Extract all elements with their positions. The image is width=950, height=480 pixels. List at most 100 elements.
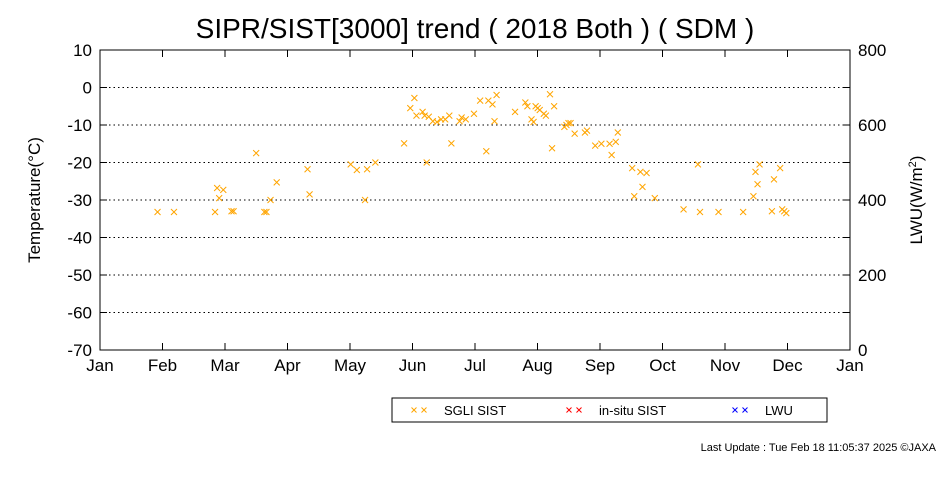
data-point <box>637 168 644 176</box>
y2-tick-label: 400 <box>858 191 886 210</box>
y2-tick-label: 0 <box>858 341 867 360</box>
data-point <box>768 207 776 215</box>
data-point <box>524 102 531 110</box>
data-point <box>550 102 558 110</box>
data-point <box>462 116 470 123</box>
legend-marker <box>411 407 417 413</box>
data-point <box>694 161 702 168</box>
legend-label: SGLI SIST <box>444 403 506 418</box>
data-point <box>261 208 268 216</box>
y-axis-left: 10 0 -10 -20 -30 -40 -50 -60 -70 <box>67 41 850 360</box>
legend-marker <box>566 407 572 413</box>
legend-marker <box>421 407 427 413</box>
data-point <box>782 209 790 217</box>
data-point <box>752 168 759 176</box>
legend-label: in-situ SIST <box>599 403 666 418</box>
data-point <box>598 140 605 148</box>
data-point <box>530 118 537 126</box>
data-point <box>371 159 379 166</box>
x-tick-label: Jul <box>464 356 486 375</box>
data-point <box>267 196 274 204</box>
data-point <box>304 165 311 173</box>
data-point <box>571 130 579 137</box>
x-axis: Jan Feb Mar Apr May Jun Jul Aug Sep Oct Nov Dec Jan <box>86 50 864 375</box>
data-point <box>421 112 429 119</box>
y2-axis-label-end: ) <box>907 156 926 162</box>
data-point <box>363 165 371 173</box>
data-point <box>413 112 420 119</box>
data-point <box>591 142 599 149</box>
data-point <box>546 90 554 98</box>
x-tick-label: Dec <box>772 356 803 375</box>
x-tick-label: Oct <box>649 356 676 375</box>
data-point <box>423 159 431 166</box>
x-tick-label: Feb <box>148 356 177 375</box>
x-tick-label: Nov <box>710 356 741 375</box>
data-point <box>548 144 556 152</box>
data-point <box>306 191 313 198</box>
data-point <box>715 208 722 216</box>
y-tick-label: -20 <box>67 154 92 173</box>
data-point <box>754 180 761 188</box>
data-point <box>456 117 463 125</box>
data-point <box>406 104 414 112</box>
data-point <box>263 208 270 216</box>
x-tick-label: Apr <box>274 356 301 375</box>
data-point <box>542 112 550 119</box>
y2-axis-label-sup: 2 <box>907 161 919 167</box>
data-point <box>400 140 408 147</box>
data-point <box>651 194 659 202</box>
y2-tick-label: 800 <box>858 41 886 60</box>
data-point <box>680 206 687 213</box>
data-point <box>433 118 441 126</box>
x-tick-label: Sep <box>585 356 615 375</box>
data-point <box>482 147 490 155</box>
data-point <box>639 183 646 191</box>
legend-box <box>391 397 828 423</box>
x-tick-label: Jun <box>399 356 426 375</box>
data-point <box>739 208 747 216</box>
y-tick-label: 0 <box>83 79 92 98</box>
legend-label: LWU <box>765 403 793 418</box>
y-tick-label: -10 <box>67 116 92 135</box>
data-point <box>170 208 178 216</box>
data-point <box>470 110 478 118</box>
x-tick-label: Aug <box>522 356 552 375</box>
data-point <box>347 161 355 168</box>
data-point <box>211 208 219 216</box>
data-point <box>213 184 221 192</box>
chart-title: SIPR/SIST[3000] trend ( 2018 Both ) ( SD… <box>196 13 755 44</box>
data-point <box>252 149 260 157</box>
y-tick-label: -70 <box>67 341 92 360</box>
data-point <box>448 140 455 147</box>
data-point <box>583 127 591 134</box>
data-point <box>230 207 237 215</box>
data-point <box>445 112 453 119</box>
data-point <box>696 208 704 216</box>
data-point <box>215 194 223 202</box>
legend-marker <box>732 407 738 413</box>
data-point <box>489 101 496 108</box>
x-tick-label: Mar <box>210 356 240 375</box>
data-point <box>770 176 778 183</box>
data-point <box>628 164 636 172</box>
data-points <box>154 90 790 217</box>
data-point <box>565 119 572 127</box>
data-point <box>273 179 281 186</box>
data-point <box>756 161 763 168</box>
y2-tick-label: 600 <box>858 116 886 135</box>
data-point <box>419 108 426 116</box>
grid-lines <box>100 87 850 313</box>
data-point <box>228 207 235 215</box>
footer-last-update: Last Update : Tue Feb 18 11:05:37 2025 ©… <box>701 442 937 454</box>
data-point <box>511 108 519 116</box>
data-point <box>643 169 650 177</box>
y-axis-right: 800 600 400 200 0 <box>858 41 886 360</box>
x-tick-label: May <box>334 356 367 375</box>
legend-marker <box>742 407 748 413</box>
data-point <box>361 196 369 204</box>
y2-axis-label: LWU(W/m2) <box>907 156 926 245</box>
legend-marker <box>576 407 582 413</box>
y-tick-label: -50 <box>67 266 92 285</box>
